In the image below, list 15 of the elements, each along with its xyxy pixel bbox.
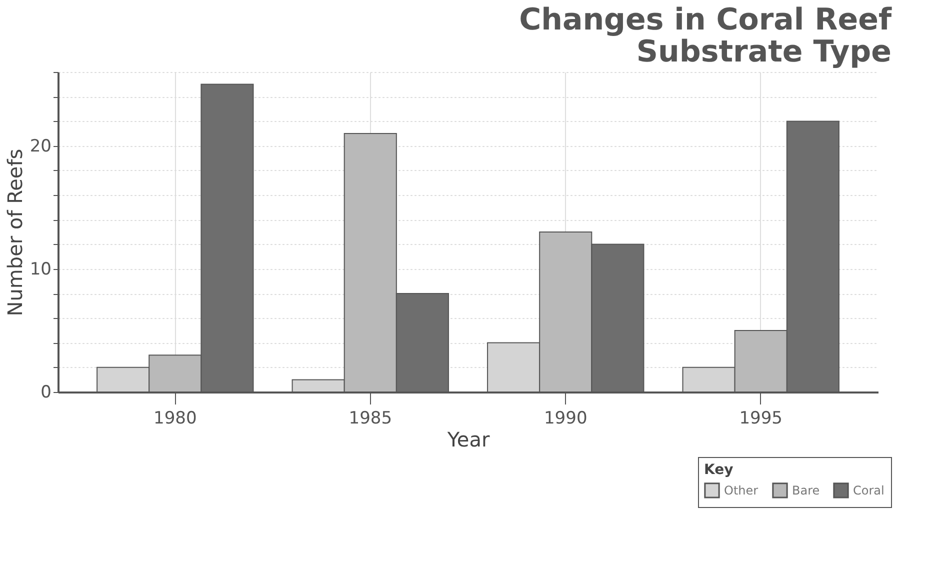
text: Changes in Coral Reef: [519, 2, 892, 38]
legend-label: Other: [724, 483, 758, 498]
x-tick-label: 1985: [348, 408, 392, 428]
x-tick-label: 1990: [544, 408, 588, 428]
y-tick-label: 10: [30, 259, 52, 280]
legend-title: Key: [704, 462, 734, 478]
y-tick-label: 20: [30, 136, 52, 156]
legend-label: Bare: [792, 483, 820, 498]
y-axis-title: Number of Reefs: [2, 148, 27, 316]
y-tick-label: 0: [40, 382, 52, 402]
x-tick-label: 1995: [739, 408, 782, 428]
x-tick-label: 1980: [154, 408, 197, 428]
legend-label: Coral: [853, 483, 884, 498]
text: Substrate Type: [636, 34, 892, 70]
x-axis-title: Year: [446, 428, 490, 452]
